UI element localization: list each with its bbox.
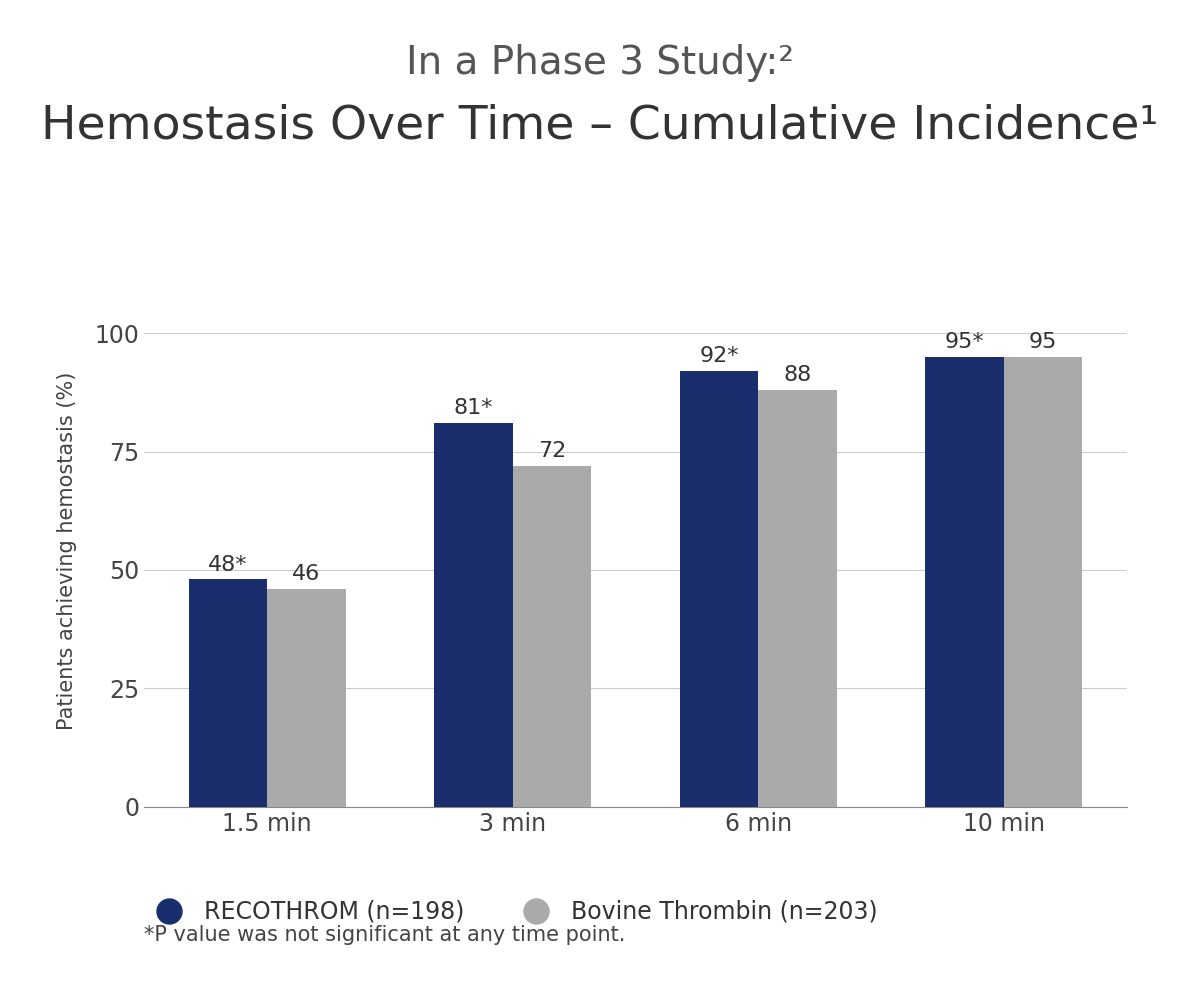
Text: In a Phase 3 Study:²: In a Phase 3 Study:²: [405, 44, 794, 83]
Bar: [1004, 357, 1083, 807]
Text: 95*: 95*: [945, 332, 984, 352]
Bar: [267, 589, 345, 807]
Bar: [188, 580, 267, 807]
Bar: [926, 357, 1004, 807]
Legend: RECOTHROM (n=198), Bovine Thrombin (n=203): RECOTHROM (n=198), Bovine Thrombin (n=20…: [135, 891, 887, 933]
Text: 48*: 48*: [209, 555, 248, 575]
Bar: [680, 371, 758, 807]
Bar: [758, 390, 837, 807]
Text: 92*: 92*: [699, 346, 739, 366]
Text: 95: 95: [1029, 332, 1058, 352]
Y-axis label: Patients achieving hemostasis (%): Patients achieving hemostasis (%): [58, 372, 78, 730]
Text: Hemostasis Over Time – Cumulative Incidence¹: Hemostasis Over Time – Cumulative Incide…: [41, 103, 1158, 149]
Bar: [513, 465, 591, 807]
Text: 88: 88: [783, 365, 812, 385]
Text: *P value was not significant at any time point.: *P value was not significant at any time…: [144, 925, 625, 945]
Bar: [434, 423, 513, 807]
Text: 72: 72: [538, 441, 566, 461]
Text: 81*: 81*: [453, 399, 493, 418]
Text: 46: 46: [293, 564, 320, 584]
